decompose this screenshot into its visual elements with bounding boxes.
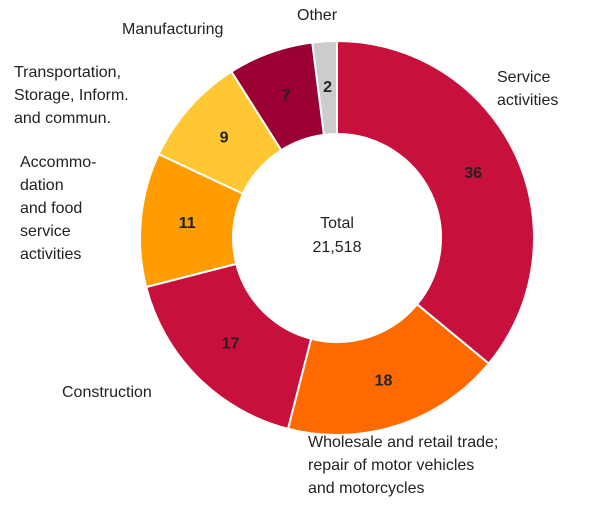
category-label: Transportation, Storage, Inform. and commu… [14, 64, 129, 127]
category-label: Other [297, 7, 338, 24]
value-label: 7 [282, 88, 291, 105]
total-label: 21,518 [313, 239, 362, 256]
category-label: Service activities [497, 69, 558, 109]
category-label: Manufacturing [122, 21, 223, 38]
category-label: Wholesale and retail trade; repair of mot… [308, 434, 498, 497]
donut-slice [336, 39, 535, 365]
value-label: 17 [222, 336, 240, 353]
value-label: 11 [179, 215, 196, 232]
value-label: 36 [464, 165, 482, 182]
donut-slice [286, 302, 491, 436]
center-label: Total [320, 215, 354, 232]
donut-slice [311, 39, 338, 136]
category-label: Accommo-dation and food service activities [20, 154, 96, 263]
category-label: Construction [62, 384, 152, 401]
value-label: 18 [375, 372, 393, 389]
value-label: 2 [323, 79, 332, 96]
value-label: 9 [220, 130, 229, 147]
